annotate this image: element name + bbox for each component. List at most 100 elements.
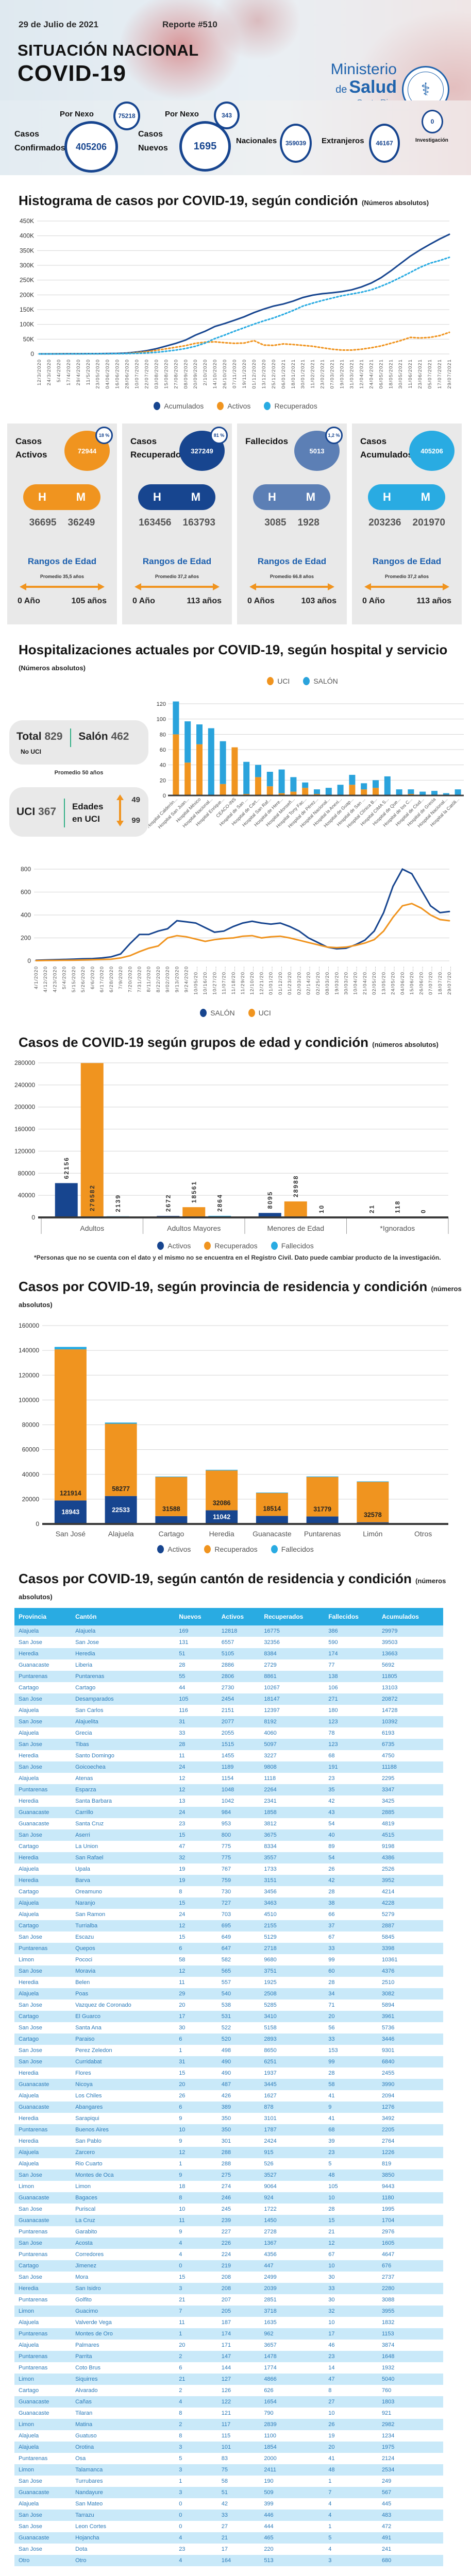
table-cell: 26 [324, 2419, 378, 2430]
legend-label: SALÓN [210, 1009, 235, 1017]
table-cell: 590 [324, 1637, 378, 1648]
table-cell: Guanacaste [14, 2079, 72, 2090]
legend-label: UCI [258, 1009, 271, 1017]
svg-text:100: 100 [157, 717, 166, 723]
table-row: Alajuela Naranjo 15 727 3463 38 4228 [14, 1897, 443, 1909]
svg-text:*Ignorados: *Ignorados [380, 1224, 415, 1232]
table-cell: 274 [217, 2181, 260, 2192]
table-cell: San Jose [14, 2521, 72, 2532]
table-cell: 487 [217, 2079, 260, 2090]
table-cell: 567 [377, 2487, 443, 2498]
table-cell: Puntarenas [71, 1671, 175, 1682]
table-cell: Buenos Aires [71, 2124, 175, 2136]
table-cell: 1234 [377, 2430, 443, 2442]
table-row: San Jose Dota 23 17 220 4 241 [14, 2544, 443, 2555]
table-cell: 10 [324, 2260, 378, 2272]
svg-text:200: 200 [21, 935, 31, 942]
histograma-legend-item: Recuperados [264, 402, 317, 410]
table-cell: 1455 [217, 1750, 260, 1761]
svg-text:10/27/20...: 10/27/20... [212, 966, 217, 995]
nuevos-label: Casos Nuevos [138, 130, 168, 153]
table-cell: 5894 [377, 1999, 443, 2011]
table-cell: 703 [217, 1909, 260, 1920]
legend-dot-icon [248, 1009, 255, 1017]
svg-text:600: 600 [21, 889, 31, 896]
table-cell: 759 [217, 1875, 260, 1886]
table-cell: 1 [175, 2476, 217, 2487]
table-row: Alajuela Alajuela 169 12818 16775 386 29979 [14, 1625, 443, 1637]
table-cell: 301 [217, 2136, 260, 2147]
table-cell: 0 [175, 2260, 217, 2272]
uci-card: UCI 367 Edades en UCI 49 99 [9, 787, 148, 837]
legend-label: Activos [227, 402, 251, 410]
table-cell: Guanacaste [14, 1807, 72, 1818]
svg-text:18943: 18943 [61, 1509, 79, 1516]
table-cell: 10361 [377, 1954, 443, 1965]
table-cell: 2000 [260, 2453, 325, 2464]
uci-value: 367 [38, 806, 57, 818]
svg-text:04/06/20...: 04/06/20... [400, 966, 406, 995]
table-cell: 3850 [377, 2170, 443, 2181]
table-cell: 513 [260, 2555, 325, 2566]
table-cell: 1189 [217, 1761, 260, 1773]
table-cell: 15 [175, 1829, 217, 1841]
legend-dot-icon [204, 1242, 211, 1250]
nacionales-label: Nacionales [236, 137, 277, 145]
svg-text:62156: 62156 [63, 1157, 70, 1179]
svg-text:9/13/2020: 9/13/2020 [174, 966, 180, 992]
table-cell: 20872 [377, 1693, 443, 1705]
svg-text:300K: 300K [20, 262, 34, 269]
svg-text:01/23/20...: 01/23/20... [287, 966, 293, 995]
table-cell: 5097 [260, 1739, 325, 1750]
table-cell: 123 [324, 1716, 378, 1727]
extranjeros-label: Extranjeros [322, 137, 364, 145]
table-cell: 10 [324, 2408, 378, 2419]
table-row: San Jose Aserri 15 800 3675 40 4515 [14, 1829, 443, 1841]
card-age-range: 0 Año 105 años [7, 597, 117, 606]
table-row: Limon Siquirres 21 127 4866 47 5040 [14, 2374, 443, 2385]
table-row: Puntarenas Corredores 4 224 4356 67 4647 [14, 2249, 443, 2260]
table-cell: 3227 [260, 1750, 325, 1761]
table-cell: 23 [324, 2147, 378, 2158]
table-cell: 147 [217, 2351, 260, 2362]
table-cell: Siquirres [71, 2374, 175, 2385]
svg-text:280000: 280000 [14, 1059, 35, 1066]
table-cell: 116 [175, 1705, 217, 1716]
logo-line3: Costa Rica [278, 99, 397, 101]
table-cell: 75 [217, 2464, 260, 2476]
svg-text:11/06/2021: 11/06/2021 [408, 359, 413, 388]
extranjeros-circle: 46167 [369, 124, 400, 163]
svg-text:11/18/20...: 11/18/20... [231, 966, 237, 994]
table-cell: 174 [217, 2328, 260, 2340]
card-rangos-label: Rangos de Edad [257, 556, 327, 566]
svg-text:16/06/2020: 16/06/2020 [115, 359, 121, 389]
table-row: Puntarenas Golfito 21 207 2851 30 3088 [14, 2294, 443, 2306]
table-cell: 205 [217, 2306, 260, 2317]
hospitalizaciones-line-chart: 0 200 400 600 800 4/1/2020 4/12/2020 4/23/2020 5… [5, 858, 466, 1008]
total-value: 829 [44, 731, 63, 743]
hospitalizaciones-block: Total 829 Salón 462 No UCI Promedio 50 a… [9, 689, 471, 856]
table-cell: Alajuela [14, 2158, 72, 2170]
table-row: Guanacaste Nicoya 20 487 3445 58 3990 [14, 2079, 443, 2090]
table-cell: Belen [71, 1977, 175, 1988]
svg-text:02/03/20...: 02/03/20... [296, 966, 302, 995]
table-cell: 208 [217, 2283, 260, 2294]
card-m-value: 1928 [297, 517, 319, 528]
svg-text:31779: 31779 [313, 1505, 331, 1513]
table-cell: San Jose [14, 2045, 72, 2056]
table-cell: 28 [324, 2204, 378, 2215]
table-cell: Mora [71, 2272, 175, 2283]
table-cell: 4228 [377, 1897, 443, 1909]
legend-dot-icon [303, 677, 310, 685]
table-cell: Cartago [14, 1841, 72, 1852]
table-row: Heredia Sarapiqui 9 350 3101 41 3492 [14, 2113, 443, 2124]
svg-text:27/08/2020: 27/08/2020 [173, 359, 179, 389]
table-row: Alajuela Grecia 33 2055 4060 78 6193 [14, 1727, 443, 1739]
card-promedio: Promedio 35,5 años [40, 574, 85, 579]
card-rangos-label: Rangos de Edad [142, 556, 212, 566]
table-cell: Garabito [71, 2226, 175, 2238]
total-salon-card: Total 829 Salón 462 No UCI [9, 720, 148, 765]
table-cell: 18 [175, 2181, 217, 2192]
table-cell: 14728 [377, 1705, 443, 1716]
svg-text:0: 0 [27, 957, 31, 964]
